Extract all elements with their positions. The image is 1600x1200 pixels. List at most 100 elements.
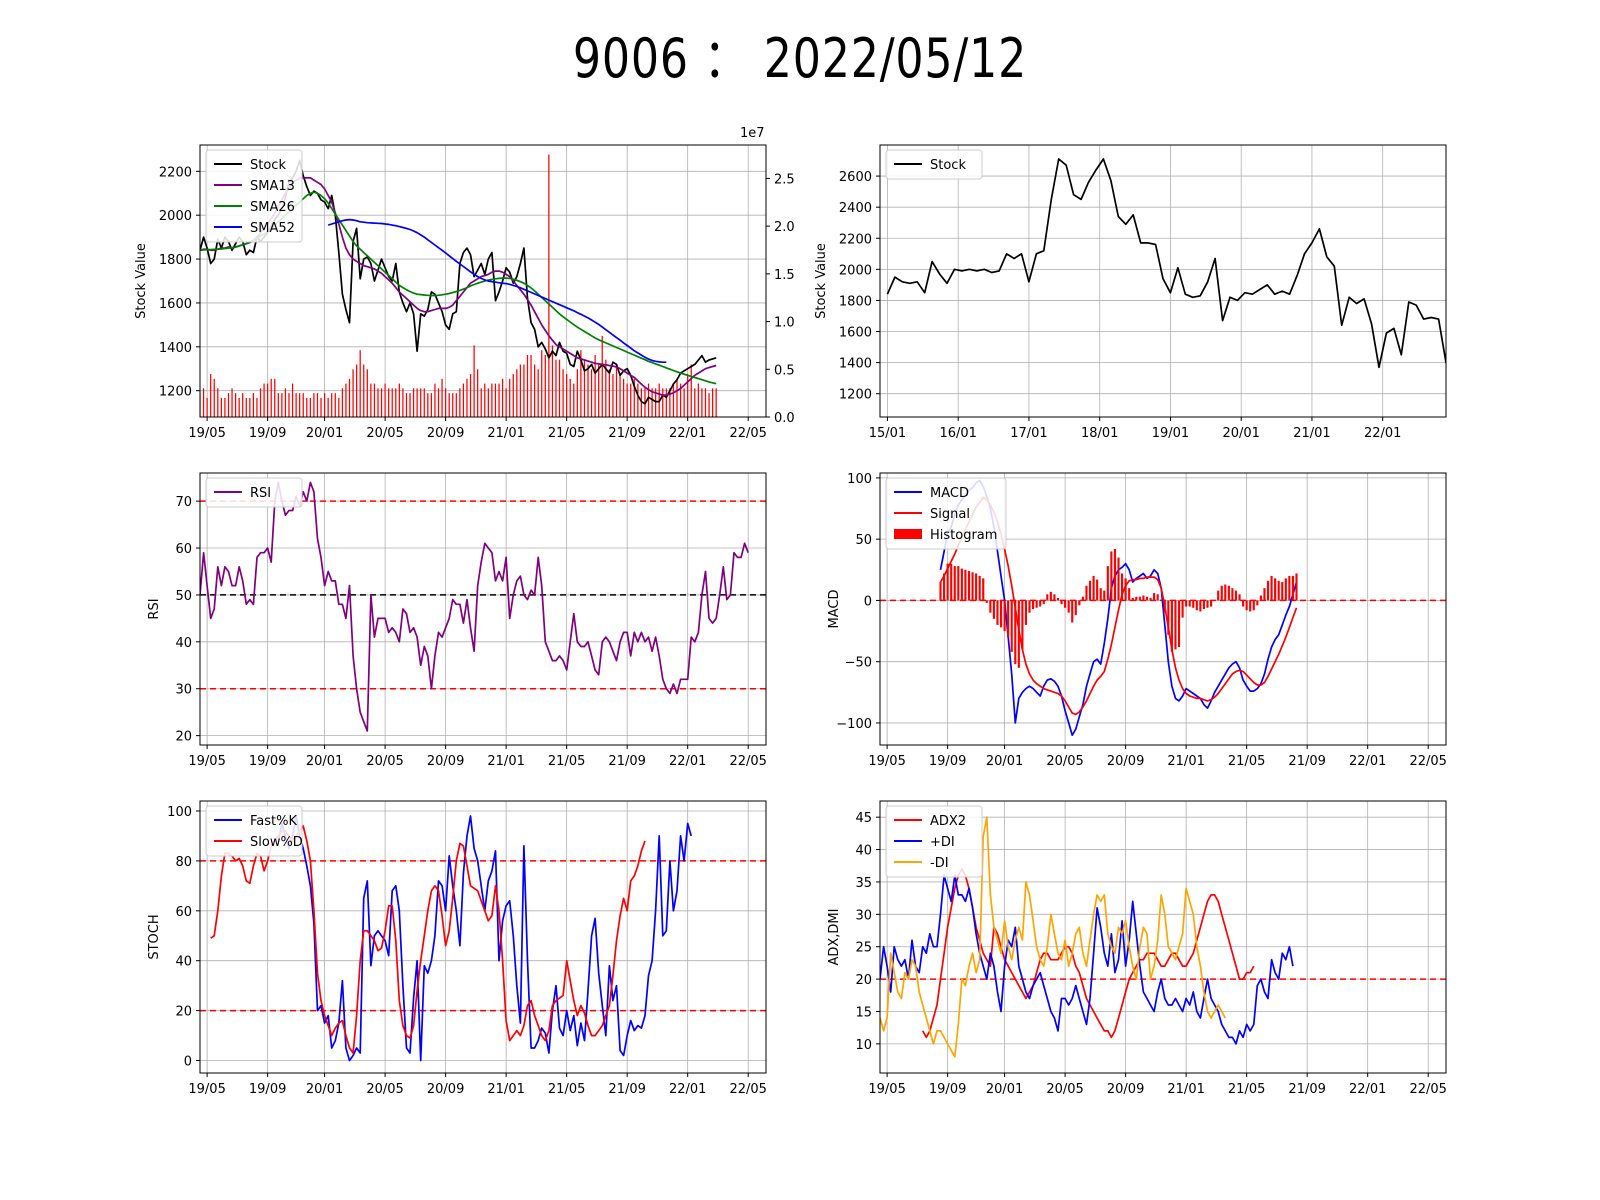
volume-bar bbox=[512, 374, 514, 417]
histogram-bar bbox=[1220, 585, 1223, 601]
volume-bar bbox=[679, 383, 682, 417]
histogram-bar bbox=[939, 582, 942, 601]
axis-label-y: Stock Value bbox=[814, 243, 829, 319]
tick-label-y: 45 bbox=[855, 811, 872, 826]
histogram-bar bbox=[1017, 600, 1020, 668]
tick-label-x: 20/09 bbox=[1107, 754, 1144, 769]
histogram-bar bbox=[953, 566, 956, 601]
tick-label-x: 21/01 bbox=[487, 1082, 524, 1097]
volume-bar bbox=[519, 364, 522, 417]
volume-bar bbox=[409, 393, 411, 417]
tick-label-x: 20/09 bbox=[1107, 1082, 1144, 1097]
tick-label-y: 50 bbox=[175, 589, 192, 604]
volume-bar bbox=[327, 397, 329, 417]
volume-bar bbox=[669, 388, 671, 417]
tick-label-y: 0 bbox=[184, 1055, 192, 1070]
volume-bar bbox=[530, 354, 532, 417]
legend: MACD Signal Histogram bbox=[885, 477, 1007, 550]
tick-label-x: 19/09 bbox=[929, 1082, 966, 1097]
histogram-bar bbox=[957, 566, 960, 601]
volume-bar bbox=[380, 388, 383, 417]
volume-bar bbox=[320, 397, 322, 417]
tick-label-y: 2200 bbox=[159, 165, 192, 180]
volume-bar bbox=[566, 374, 568, 417]
volume-bar bbox=[359, 350, 361, 417]
tick-label-y: 1800 bbox=[839, 294, 872, 309]
histogram-bar bbox=[1088, 580, 1092, 601]
tick-label-x: 19/09 bbox=[929, 754, 966, 769]
axis-label-y: Stock Value bbox=[134, 243, 149, 319]
histogram-bar bbox=[960, 568, 963, 601]
legend-label: Signal bbox=[930, 507, 970, 522]
axis-label-y: STOCH bbox=[147, 914, 162, 959]
volume-bar bbox=[323, 393, 326, 417]
histogram-bar bbox=[1145, 596, 1149, 601]
volume-bar bbox=[583, 359, 586, 417]
volume-bar bbox=[462, 383, 465, 417]
volume-bar bbox=[420, 388, 422, 417]
plot-frame bbox=[199, 800, 767, 1074]
histogram-bar bbox=[1064, 600, 1067, 608]
histogram-bar bbox=[1028, 600, 1031, 613]
tick-label-y: 50 bbox=[855, 533, 872, 548]
tick-label-y: 0 bbox=[864, 594, 872, 609]
volume-bar bbox=[256, 397, 258, 417]
histogram-bar bbox=[946, 563, 949, 601]
volume-bar bbox=[715, 388, 717, 417]
histogram-bar bbox=[950, 563, 953, 601]
histogram-bar bbox=[1131, 597, 1134, 601]
histogram-bar bbox=[964, 569, 967, 601]
series--di bbox=[880, 874, 1294, 1045]
histogram-bar bbox=[1110, 551, 1113, 601]
tick-label-x: 19/09 bbox=[249, 754, 286, 769]
tick-label-x: 20/01 bbox=[986, 754, 1023, 769]
histogram-bar bbox=[1231, 588, 1234, 601]
legend-label: Histogram bbox=[930, 528, 997, 543]
histogram-bar bbox=[1074, 600, 1077, 616]
volume-bar bbox=[277, 393, 279, 417]
volume-bar bbox=[331, 393, 333, 417]
volume-bar bbox=[469, 374, 472, 417]
tick-label-y: −50 bbox=[845, 656, 872, 671]
volume-bar bbox=[587, 364, 589, 417]
volume-bar bbox=[683, 388, 685, 417]
legend-label: Stock bbox=[930, 158, 966, 173]
volume-bar bbox=[637, 383, 639, 417]
tick-label-y: 20 bbox=[175, 1005, 192, 1020]
tick-label-x: 21/09 bbox=[608, 754, 645, 769]
tick-label-y: 70 bbox=[175, 495, 192, 510]
tick-label-x: 19/05 bbox=[188, 754, 225, 769]
tick-label-y: 30 bbox=[175, 683, 192, 698]
volume-bar bbox=[484, 383, 486, 417]
volume-bar bbox=[316, 393, 319, 417]
histogram-bar bbox=[1206, 600, 1209, 608]
volume-bar bbox=[697, 383, 699, 417]
tick-label-y: 2000 bbox=[159, 209, 192, 224]
volume-bar bbox=[526, 354, 529, 417]
histogram-bar bbox=[1007, 600, 1010, 638]
volume-bar bbox=[217, 388, 219, 417]
plot-frame bbox=[879, 800, 1447, 1074]
volume-bar bbox=[338, 397, 340, 417]
volume-bar bbox=[612, 374, 614, 417]
volume-bar bbox=[274, 378, 276, 417]
histogram-bar bbox=[1046, 594, 1049, 601]
histogram-bar bbox=[1199, 600, 1202, 612]
histogram-bar bbox=[1192, 600, 1195, 608]
histogram-bar bbox=[1170, 600, 1173, 652]
volume-bar bbox=[405, 393, 408, 417]
volume-bar bbox=[402, 388, 404, 417]
histogram-bar bbox=[1245, 600, 1248, 611]
tick-label-x: 21/05 bbox=[548, 1082, 585, 1097]
volume-bar bbox=[580, 350, 582, 417]
volume-bar bbox=[662, 388, 664, 417]
histogram-bar bbox=[1085, 585, 1088, 601]
tick-label-x: 20/05 bbox=[366, 426, 403, 441]
histogram-bar bbox=[1202, 600, 1206, 609]
volume-bar bbox=[213, 378, 215, 417]
histogram-bar bbox=[1167, 600, 1170, 635]
histogram-bar bbox=[1288, 575, 1291, 601]
histogram-bar bbox=[1217, 590, 1220, 601]
tick-label-y: 1200 bbox=[159, 385, 192, 400]
volume-bar bbox=[267, 383, 269, 417]
